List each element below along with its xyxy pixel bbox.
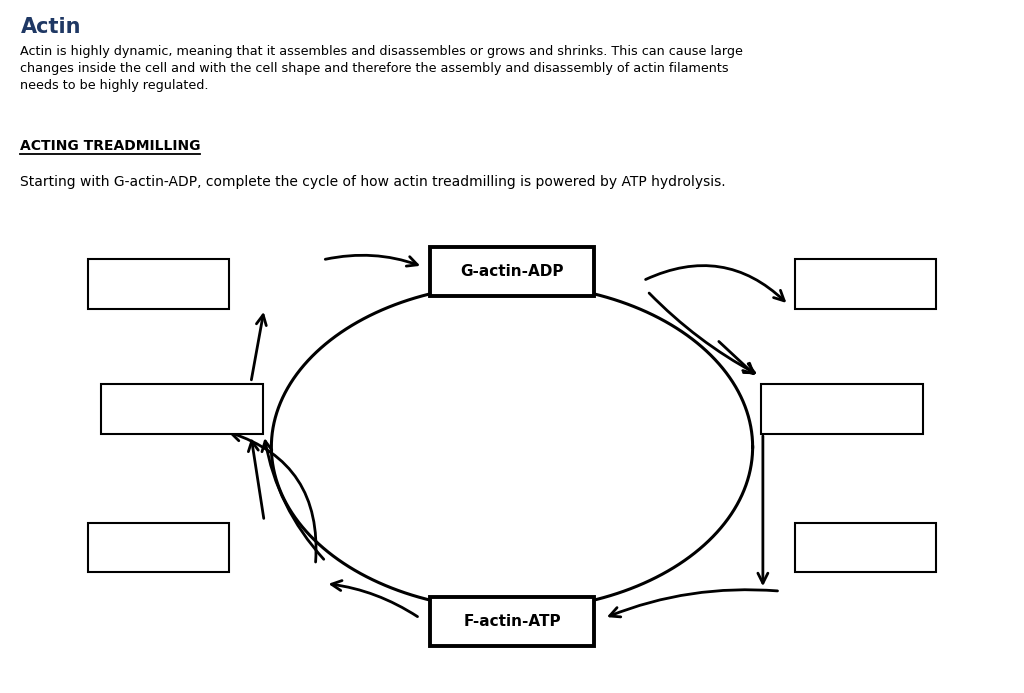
- FancyBboxPatch shape: [761, 384, 923, 434]
- FancyBboxPatch shape: [88, 259, 229, 309]
- FancyBboxPatch shape: [101, 384, 263, 434]
- FancyBboxPatch shape: [795, 259, 936, 309]
- FancyBboxPatch shape: [88, 523, 229, 572]
- Text: Actin: Actin: [20, 17, 81, 37]
- FancyBboxPatch shape: [430, 597, 594, 646]
- FancyBboxPatch shape: [795, 523, 936, 572]
- Text: Actin is highly dynamic, meaning that it assembles and disassembles or grows and: Actin is highly dynamic, meaning that it…: [20, 45, 743, 92]
- Text: ACTING TREADMILLING: ACTING TREADMILLING: [20, 139, 201, 152]
- Text: G-actin-ADP: G-actin-ADP: [460, 264, 564, 279]
- Text: F-actin-ATP: F-actin-ATP: [463, 614, 561, 629]
- Text: Starting with G-actin-ADP, complete the cycle of how actin treadmilling is power: Starting with G-actin-ADP, complete the …: [20, 175, 726, 188]
- FancyBboxPatch shape: [430, 247, 594, 296]
